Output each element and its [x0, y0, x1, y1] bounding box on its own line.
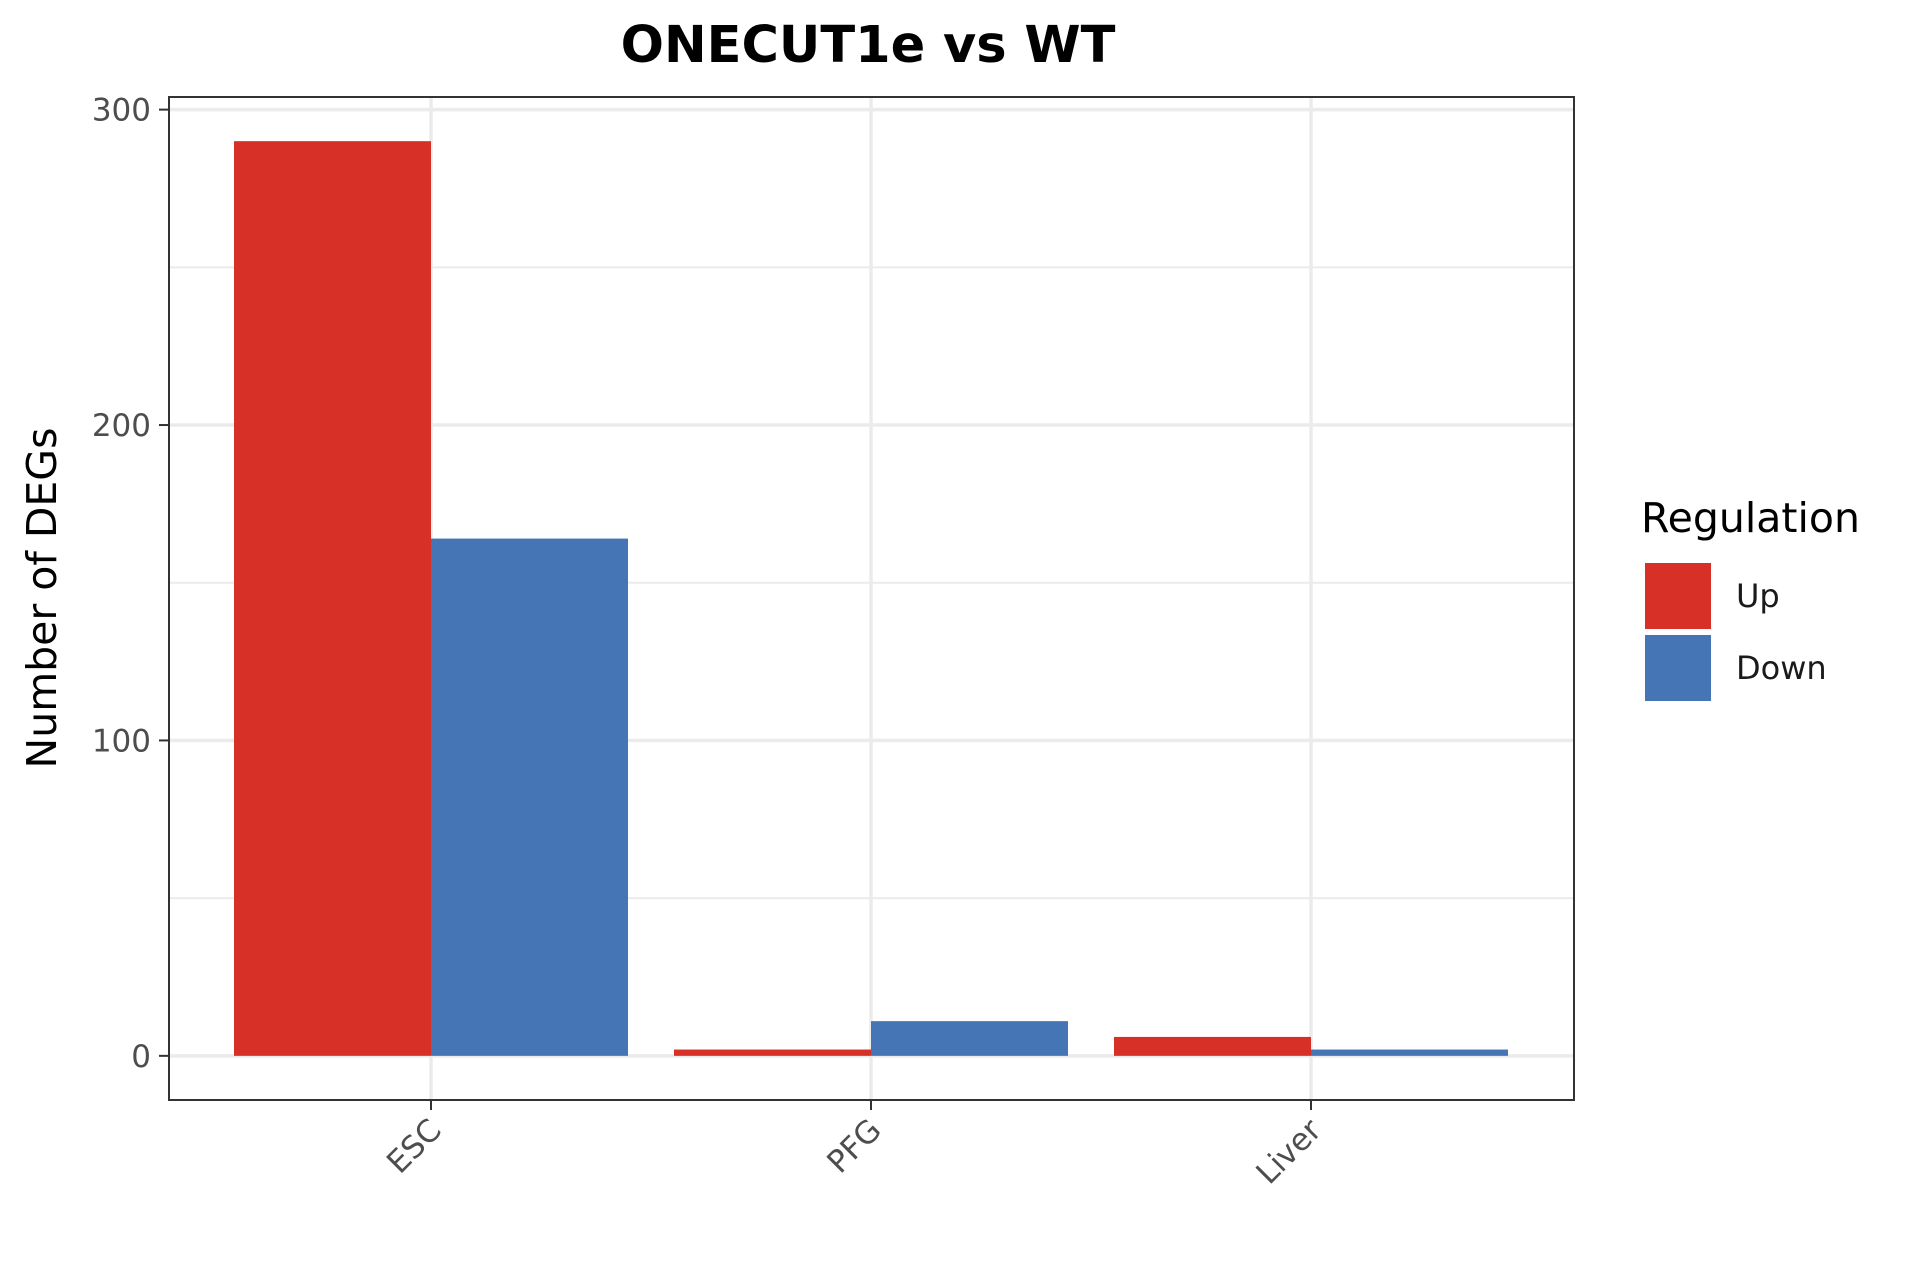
- legend-key-up: [1645, 563, 1711, 629]
- y-axis: 0 100 200 300: [92, 93, 169, 1075]
- bar-up-esc: [234, 141, 431, 1056]
- legend-label-up: Up: [1736, 577, 1780, 615]
- bar-down-liver: [1311, 1049, 1508, 1056]
- bar-down-esc: [431, 538, 628, 1056]
- legend: Regulation Up Down: [1641, 494, 1860, 701]
- legend-label-down: Down: [1736, 649, 1827, 687]
- bars: [234, 141, 1508, 1056]
- y-axis-title: Number of DEGs: [18, 428, 66, 769]
- bar-up-pfg: [674, 1049, 871, 1056]
- y-tick-label: 300: [92, 93, 151, 129]
- legend-key-down: [1645, 635, 1711, 701]
- bar-down-pfg: [871, 1021, 1068, 1056]
- chart-title: ONECUT1e vs WT: [621, 16, 1116, 75]
- y-tick-label: 200: [92, 408, 151, 444]
- y-tick-label: 0: [131, 1039, 151, 1075]
- bar-up-liver: [1114, 1036, 1311, 1056]
- y-tick-label: 100: [92, 723, 151, 759]
- legend-title: Regulation: [1641, 494, 1860, 542]
